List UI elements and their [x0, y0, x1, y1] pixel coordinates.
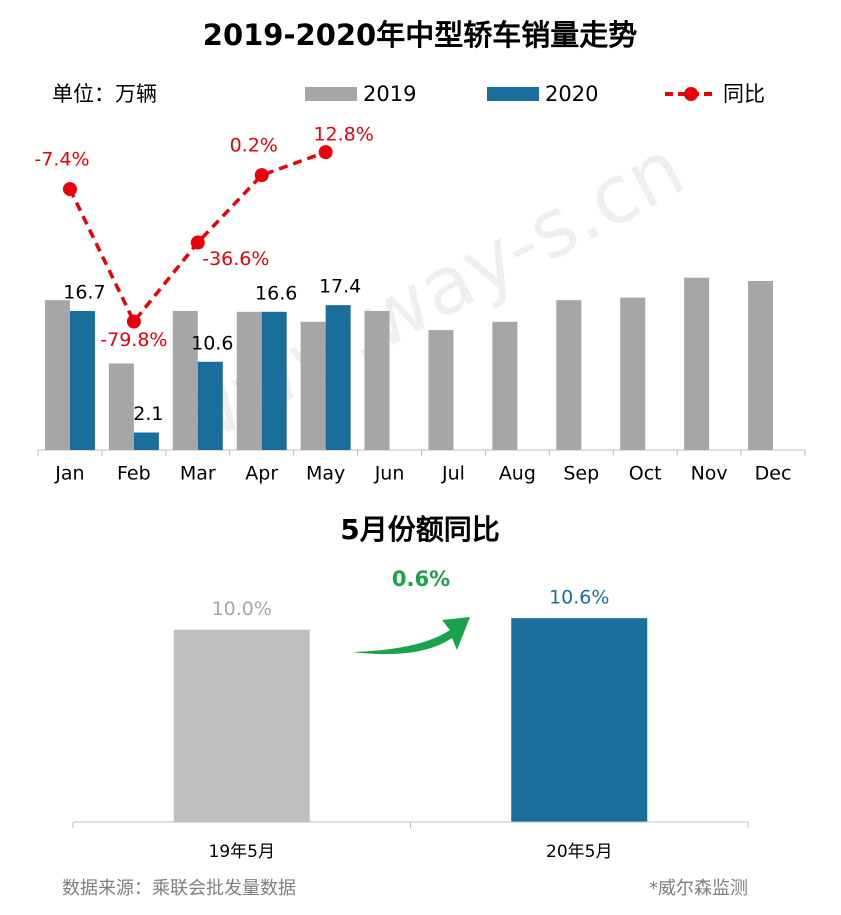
bar: [197, 361, 223, 450]
data-label: -7.4%: [34, 149, 89, 171]
x-tick-label: Aug: [499, 463, 536, 485]
bar: [428, 330, 454, 450]
note: *威尔森监测: [649, 878, 748, 899]
unit-label: 单位：万辆: [52, 82, 157, 106]
bar: [69, 310, 95, 450]
x-tick-label: Sep: [563, 463, 599, 485]
bar: [261, 311, 287, 450]
data-label: -79.8%: [100, 329, 167, 351]
bar: [108, 363, 134, 450]
data-label: 17.4: [319, 276, 361, 298]
bar: [325, 305, 351, 450]
chart-title: 2019-2020年中型轿车销量走势: [203, 18, 637, 52]
bar: [173, 629, 310, 822]
x-tick-label: Jun: [374, 463, 405, 485]
bar: [492, 321, 518, 450]
data-label: 10.0%: [212, 598, 272, 620]
bar: [172, 310, 198, 450]
chart-title: 5月份额同比: [340, 513, 499, 546]
legend-label: 2019: [363, 82, 416, 106]
x-tick-label: Dec: [755, 463, 792, 485]
data-label: 16.6: [255, 282, 297, 304]
yoy-point: [62, 182, 77, 197]
arrow: [352, 617, 470, 655]
x-tick-label: 19年5月: [209, 842, 275, 862]
data-label: 0.2%: [230, 135, 278, 157]
yoy-point: [254, 168, 269, 183]
source: 数据来源：乘联会批发量数据: [62, 878, 296, 899]
x-tick-label: Feb: [117, 463, 151, 485]
bar: [684, 277, 710, 450]
bar: [364, 310, 390, 450]
bar: [236, 311, 262, 450]
x-tick-label: Jul: [441, 463, 465, 485]
legend-swatch: [305, 87, 357, 101]
legend-swatch: [684, 87, 698, 101]
data-label: -36.6%: [202, 248, 269, 270]
legend-swatch: [487, 87, 539, 101]
data-label: 10.6%: [549, 587, 609, 609]
yoy-point: [126, 314, 141, 329]
bar: [556, 300, 582, 450]
data-label: 12.8%: [313, 124, 373, 146]
bar: [44, 300, 70, 450]
x-tick-label: Apr: [245, 463, 278, 485]
data-label: 10.6: [191, 332, 233, 354]
x-tick-label: May: [306, 463, 345, 485]
bar: [620, 297, 646, 450]
legend-label: 同比: [723, 82, 765, 106]
bar: [300, 321, 326, 450]
yoy-point: [190, 235, 205, 250]
bar: [748, 281, 774, 450]
x-tick-label: 20年5月: [546, 842, 612, 862]
data-label: 2.1: [133, 403, 163, 425]
data-label: 16.7: [63, 281, 105, 303]
yoy-point: [318, 145, 333, 160]
bar: [511, 618, 648, 822]
x-tick-label: Jan: [54, 463, 84, 485]
annotation: 0.6%: [392, 567, 450, 591]
x-tick-label: Nov: [691, 463, 728, 485]
x-tick-label: Mar: [180, 463, 216, 485]
legend-label: 2020: [545, 82, 598, 106]
bar: [133, 432, 159, 450]
x-tick-label: Oct: [629, 463, 662, 485]
